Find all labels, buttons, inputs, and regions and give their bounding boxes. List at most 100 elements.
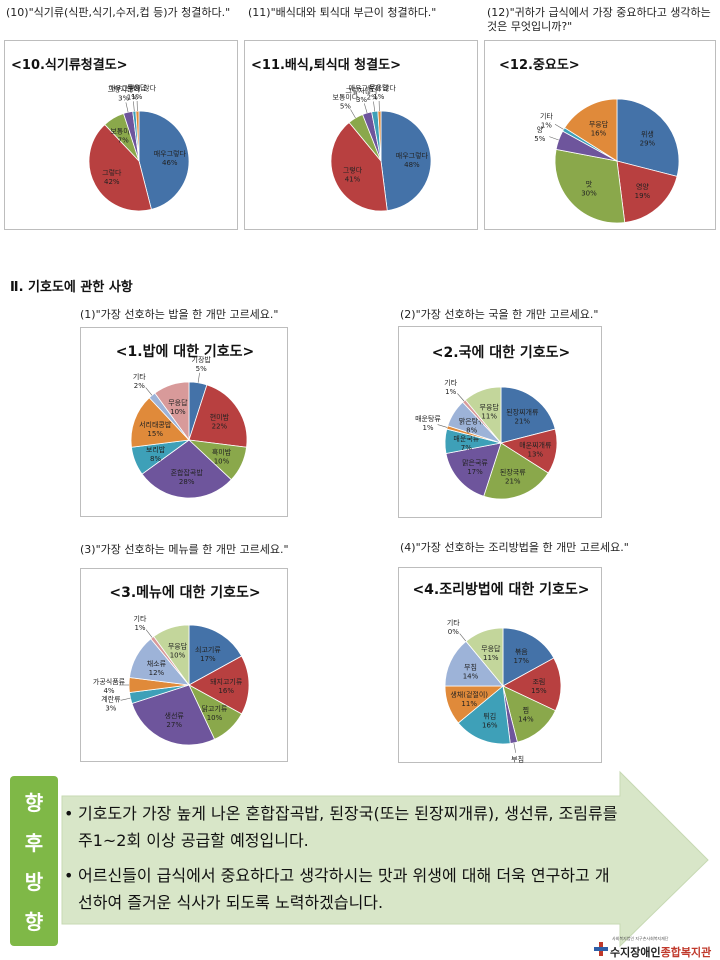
slice-label: 그렇다	[343, 165, 363, 174]
leader-line	[459, 633, 467, 642]
slice-label: 맑은탕류	[459, 416, 485, 425]
slice-label: 쇠고기류	[195, 645, 221, 654]
slice-value: 10%	[170, 652, 186, 660]
org-name-part-a: 수지장애인	[610, 946, 661, 959]
question-10: (10)"식기류(식판,식기,수저,컵 등)가 청결하다."	[6, 6, 231, 19]
org-name: 수지장애인종합복지관	[610, 944, 711, 960]
leader-line	[457, 393, 465, 402]
slice-label: 현미밥	[210, 413, 230, 422]
slice-label: 무응답	[589, 119, 609, 128]
chart-title: <1.밥에 대한 기호도>	[116, 343, 254, 360]
slice-value: 2%	[367, 94, 378, 102]
question-11: (11)"배식대와 퇴식대 부근이 청결하다."	[248, 6, 437, 19]
slice-value: 21%	[515, 418, 531, 426]
slice-value: 46%	[162, 159, 178, 167]
slice-label: 매우그렇다	[154, 149, 187, 158]
slice-value: 3%	[356, 96, 367, 104]
slice-label: 기타	[134, 614, 147, 623]
slice-value: 16%	[591, 129, 607, 137]
chart-box-11: <11.배식,퇴식대 청결도> 매우그렇다 48% 그렇다 41% 보통이다 5% 그렇지않다…	[244, 40, 478, 230]
pie-slice	[502, 657, 562, 712]
slice-label: 생채(겉절이)	[450, 690, 488, 699]
slice-value: 3%	[105, 705, 116, 713]
slice-value: 1%	[422, 424, 433, 432]
bullet-symbol: •	[64, 804, 74, 823]
chart-title: <3.메뉴에 대한 기호도>	[109, 585, 260, 601]
pie-slice	[88, 123, 152, 212]
bullet-item: • 어르신들이 급식에서 중요하다고 생각하시는 맛과 위생에 대해 더욱 연구…	[64, 862, 624, 916]
slice-label: 된장국류	[500, 468, 526, 477]
slice-label: 보통이다	[333, 93, 359, 102]
pie-slice	[130, 397, 190, 448]
leader-line	[549, 136, 559, 141]
slice-value: 2%	[134, 382, 145, 390]
future-direction-char: 후	[24, 830, 44, 855]
slice-label: 보리밥	[146, 445, 166, 454]
pie-chart-rice: <1.밥에 대한 기호도>기장밥5%현미밥22%흑미밥10%혼합잡곡밥28%보리…	[116, 343, 254, 499]
leader-line	[364, 103, 368, 114]
bullet-text: 어르신들이 급식에서 중요하다고 생각하시는 맛과 위생에 대해 더욱 연구하고…	[78, 866, 610, 912]
slice-label: 서리태콩밥	[139, 420, 172, 429]
slice-label: 가공식품류	[93, 677, 126, 686]
slice-value: 15%	[147, 430, 163, 438]
pie-slice	[188, 624, 243, 686]
slice-value: 11%	[461, 700, 477, 708]
future-direction-char: 방	[24, 870, 44, 895]
slice-value: 1%	[373, 93, 384, 101]
slice-value: 7%	[118, 136, 129, 144]
question-12: (12)"귀하가 급식에서 가장 중요하다고 생각하는 것은 무엇입니까?"	[487, 6, 711, 33]
leader-line	[120, 697, 131, 701]
org-small-name: 사회복지법인 지구촌사회복지재단	[612, 936, 669, 941]
leader-line	[133, 101, 135, 112]
pie-slice	[138, 110, 190, 210]
chart-box-soup: <2.국에 대한 기호도> 된장찌개류 21% 매운찌개류 13% 된장국류 21% 맑은국류…	[398, 326, 602, 518]
org-logo-icon	[594, 942, 608, 956]
pie-slice	[502, 685, 557, 743]
slice-value: 4%	[103, 687, 114, 695]
slice-value: 28%	[179, 478, 195, 486]
leader-line	[437, 424, 448, 428]
slice-label: 무응답	[369, 83, 389, 92]
leader-line	[125, 102, 129, 113]
slice-value: 22%	[212, 423, 228, 431]
pie-slice	[188, 655, 250, 715]
slice-label: 무응답	[127, 83, 147, 92]
slice-value: 11%	[481, 412, 497, 420]
slice-label: 기타	[540, 111, 553, 120]
future-direction-char: 향	[24, 791, 44, 816]
slice-value: 14%	[518, 716, 534, 724]
slice-value: 13%	[528, 450, 544, 458]
pie-slice	[502, 627, 555, 687]
slice-label: 매운탕류	[415, 414, 441, 423]
leader-line	[145, 387, 153, 396]
slice-value: 10%	[170, 408, 186, 416]
pie-slice	[457, 685, 511, 745]
future-direction-char: 향	[24, 909, 44, 934]
slice-label: 기장밥	[192, 355, 212, 364]
slice-label: 맛	[586, 179, 593, 188]
slice-label: 채소류	[147, 659, 167, 668]
pie-chart-menu: <3.메뉴에 대한 기호도>쇠고기류17%돼지고기류16%닭고기류10%생선류2…	[93, 585, 261, 746]
slice-label: 기타	[444, 378, 457, 387]
slice-label: 계란류	[101, 695, 121, 704]
chart-title: <11.배식,퇴식대 청결도>	[251, 57, 401, 73]
slice-label: 무침	[464, 664, 477, 672]
slice-label: 혼합잡곡밥	[171, 468, 204, 477]
slice-value: 1%	[127, 93, 138, 101]
leader-line	[350, 109, 356, 119]
pie-chart-soup: <2.국에 대한 기호도>된장찌개류21%매운찌개류13%된장국류21%맑은국류…	[415, 345, 570, 500]
bullet-text: 기호도가 가장 높게 나온 혼합잡곡밥, 된장국(또는 된장찌개류), 생선류,…	[78, 804, 618, 850]
slice-label: 무응답	[168, 642, 188, 651]
slice-label: 보통이다	[110, 126, 136, 135]
chart-title: <2.국에 대한 기호도>	[432, 345, 570, 361]
slice-value: 17%	[514, 657, 530, 665]
chart-title: <12.중요도>	[499, 58, 580, 73]
bullet-symbol: •	[64, 866, 74, 885]
slice-label: 매우그렇다	[396, 151, 429, 160]
slice-label: 조림	[532, 678, 545, 686]
slice-value: 1%	[134, 624, 145, 632]
slice-value: 1%	[445, 388, 456, 396]
slice-label: 생선류	[165, 711, 185, 720]
